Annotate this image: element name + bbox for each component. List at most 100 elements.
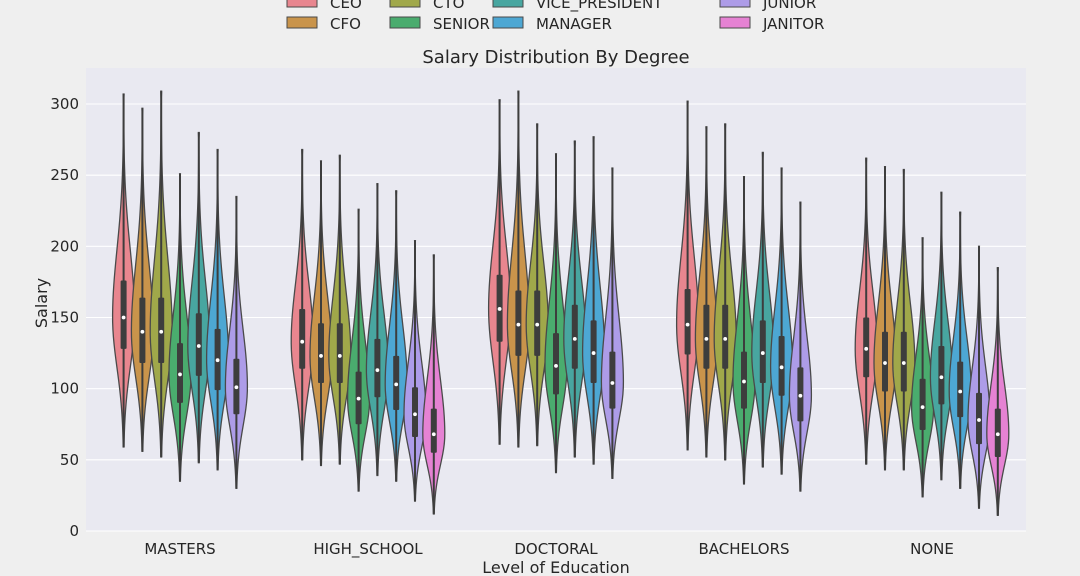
legend-item-ceo: CEO [286,0,362,12]
legend-swatch [492,0,524,8]
violin-median-point [977,418,981,422]
violin-median-point [178,372,182,377]
legend-item-junior: JUNIOR [719,0,816,12]
legend-label: SENIOR [433,15,490,33]
violin-junior-none [967,245,991,509]
legend-label: CTO [433,0,464,12]
x-tick-label-none: NONE [910,540,954,558]
violin-junior-doctoral [600,167,625,479]
violin-median-point [779,365,784,370]
legend-item-janitor: JANITOR [719,15,824,33]
violin-median-point [356,396,361,401]
x-tick-label-high_school: HIGH_SCHOOL [313,540,423,559]
violin-median-point [572,336,577,341]
violin-iqr-box [609,351,616,409]
violin-median-point [939,375,944,380]
violins [111,90,1010,516]
violin-iqr-box [412,387,418,438]
violin-median-point [883,361,887,365]
legend-swatch [719,16,751,29]
violin-median-point [516,322,521,327]
violin-junior-high_school [403,239,427,502]
y-tick-label: 150 [50,309,79,327]
violin-median-point [760,351,765,355]
violin-median-point [337,354,342,358]
violin-iqr-box [553,333,559,395]
legend-swatch [719,0,751,8]
legend-swatch [286,0,318,8]
x-tick-labels: MASTERS HIGH_SCHOOL DOCTORAL BACHELORS NONE [144,540,954,559]
violin-iqr-box [722,304,729,369]
violin-median-point [742,379,746,384]
legend-label: CFO [330,15,361,33]
violin-median-point [591,351,596,355]
violin-manager-none [948,211,972,489]
legend-item-manager: MANAGER [492,15,612,33]
legend-label: JUNIOR [762,0,816,12]
violin-median-point [413,412,417,417]
violin-junior-masters [224,195,249,489]
y-tick-label: 300 [50,95,79,113]
legend-label: CEO [330,0,362,12]
x-axis-title: Level of Education [482,558,629,576]
violin-iqr-box [571,304,578,369]
violin-median-point [958,389,963,394]
violin-median-point [704,336,709,341]
y-tick-label: 100 [50,380,79,398]
violin-iqr-box [703,304,710,369]
legend-label: VICE_PRESIDENT [536,0,663,13]
legend-label: JANITOR [762,15,824,33]
violin-median-point [995,432,1000,437]
violin-junior-bachelors [788,201,813,492]
violin-median-point [159,329,164,334]
violin-iqr-box [430,408,437,453]
y-tick-label: 200 [50,237,79,255]
violin-iqr-box [336,323,343,383]
x-tick-label-masters: MASTERS [144,540,215,558]
y-axis-title: Salary [32,278,51,328]
violin-manager-high_school [384,190,408,482]
violin-janitor-high_school [422,254,446,515]
violin-cto-none [892,168,916,471]
violin-median-point [319,354,323,358]
violin-iqr-box [684,289,691,355]
chart-title: Salary Distribution By Degree [422,47,689,68]
legend-swatch [492,16,524,29]
violin-ceo-doctoral [487,99,512,445]
violin-cto-high_school [328,154,352,465]
legend: CEO CFO CTO SENIOR VICE_PRESIDENT MANAGER JUNI… [286,0,824,33]
legend-item-cto: CTO [389,0,464,12]
violin-median-point [121,315,126,320]
y-tick-label: 250 [50,166,79,184]
y-tick-labels: 0 50 100 150 200 250 300 [50,95,79,540]
legend-item-vice_president: VICE_PRESIDENT [492,0,663,13]
x-tick-label-bachelors: BACHELORS [698,540,789,558]
violin-median-point [375,368,380,373]
violin-median-point [431,432,436,437]
x-tick-label-doctoral: DOCTORAL [514,540,598,558]
violin-median-point [300,339,305,344]
violin-median-point [140,329,145,334]
violin-median-point [864,346,869,351]
violin-iqr-box [374,338,381,398]
y-tick-label: 0 [69,522,79,540]
violin-iqr-box [957,361,964,418]
violin-median-point [394,382,399,387]
legend-swatch [286,16,318,29]
violin-median-point [535,322,540,327]
violin-median-point [497,307,502,311]
violin-median-point [215,358,220,363]
violin-median-point [920,405,925,410]
violin-iqr-box [120,280,127,349]
violin-vice_president-high_school [365,183,390,477]
legend-swatch [389,0,421,8]
violin-median-point [685,322,690,327]
violin-iqr-box [919,378,926,430]
violin-senior-bachelors [732,175,756,485]
y-tick-label: 50 [60,451,79,469]
violin-median-point [554,363,558,368]
violin-median-point [723,336,728,341]
violin-median-point [798,393,803,398]
violin-manager-masters [205,148,230,471]
